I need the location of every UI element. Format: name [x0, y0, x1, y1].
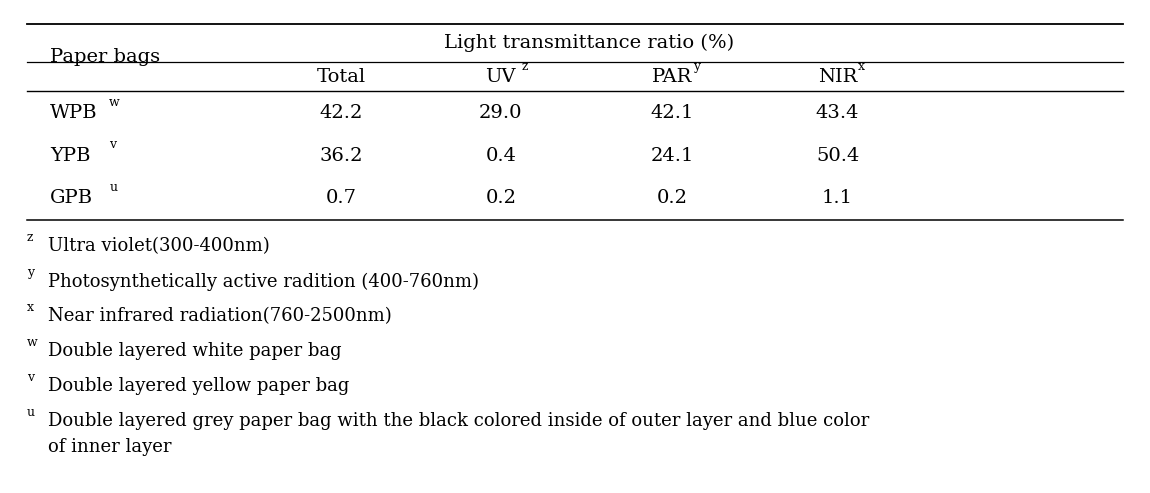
Text: Double layered grey paper bag with the black colored inside of outer layer and b: Double layered grey paper bag with the b… — [47, 412, 868, 430]
Text: z: z — [26, 231, 33, 244]
Text: Paper bags: Paper bags — [49, 48, 160, 67]
Text: 50.4: 50.4 — [815, 146, 859, 165]
Text: 36.2: 36.2 — [320, 146, 362, 165]
Text: u: u — [26, 406, 34, 419]
Text: y: y — [26, 266, 34, 279]
Text: 0.4: 0.4 — [485, 146, 516, 165]
Text: Double layered white paper bag: Double layered white paper bag — [47, 342, 342, 360]
Text: Total: Total — [316, 68, 366, 86]
Text: GPB: GPB — [49, 189, 93, 208]
Text: 29.0: 29.0 — [480, 104, 522, 122]
Text: PAR: PAR — [652, 68, 692, 86]
Text: Photosynthetically active radition (400-760nm): Photosynthetically active radition (400-… — [47, 272, 478, 290]
Text: UV: UV — [485, 68, 516, 86]
Text: 0.7: 0.7 — [325, 189, 356, 208]
Text: 24.1: 24.1 — [651, 146, 693, 165]
Text: v: v — [26, 371, 34, 384]
Text: 43.4: 43.4 — [815, 104, 859, 122]
Text: of inner layer: of inner layer — [47, 438, 171, 456]
Text: 0.2: 0.2 — [485, 189, 516, 208]
Text: u: u — [109, 181, 117, 194]
Text: 0.2: 0.2 — [657, 189, 688, 208]
Text: x: x — [858, 60, 865, 72]
Text: 42.1: 42.1 — [651, 104, 693, 122]
Text: Ultra violet(300-400nm): Ultra violet(300-400nm) — [47, 238, 269, 255]
Text: 42.2: 42.2 — [320, 104, 362, 122]
Text: w: w — [109, 96, 120, 108]
Text: NIR: NIR — [818, 68, 857, 86]
Text: y: y — [692, 60, 699, 72]
Text: WPB: WPB — [49, 104, 98, 122]
Text: w: w — [26, 336, 38, 349]
Text: Double layered yellow paper bag: Double layered yellow paper bag — [47, 377, 348, 395]
Text: Near infrared radiation(760-2500nm): Near infrared radiation(760-2500nm) — [47, 307, 391, 325]
Text: v: v — [109, 139, 116, 151]
Text: YPB: YPB — [49, 146, 91, 165]
Text: z: z — [521, 60, 528, 72]
Text: Light transmittance ratio (%): Light transmittance ratio (%) — [444, 34, 735, 52]
Text: 1.1: 1.1 — [822, 189, 853, 208]
Text: x: x — [26, 301, 34, 314]
